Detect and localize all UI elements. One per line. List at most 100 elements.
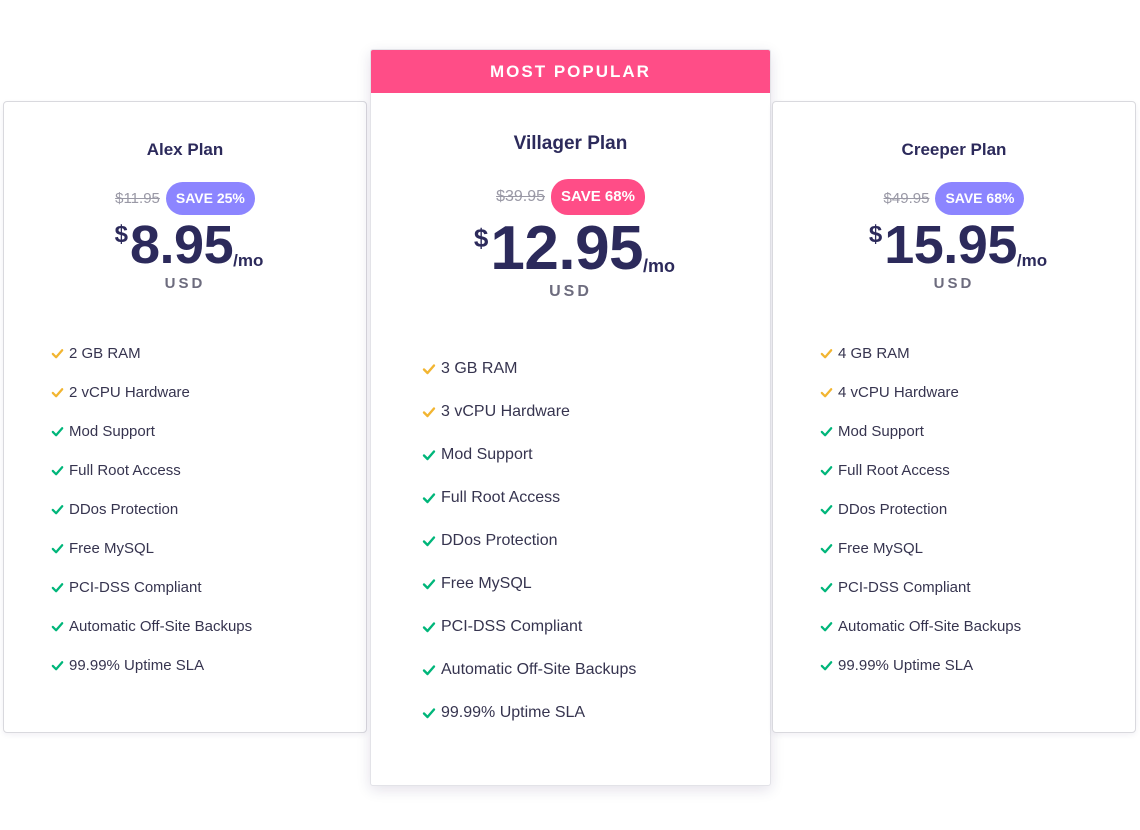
discount-row: $11.95 SAVE 25% (4, 182, 366, 215)
feature-item: DDos Protection (819, 490, 1135, 529)
feature-item: Full Root Access (819, 451, 1135, 490)
feature-label: PCI-DSS Compliant (69, 579, 202, 596)
feature-list: 4 GB RAM 4 vCPU Hardware Mod Support Full R… (773, 334, 1135, 685)
feature-label: Mod Support (838, 423, 924, 440)
price-period: /mo (1016, 251, 1048, 270)
price: $ 15.95 /mo (781, 215, 1135, 275)
feature-item: 2 GB RAM (50, 334, 366, 373)
currency-label: USD (164, 275, 206, 292)
feature-item: 2 vCPU Hardware (50, 373, 366, 412)
feature-label: DDos Protection (69, 501, 179, 518)
feature-label: Mod Support (69, 423, 155, 440)
plan-title: Alex Plan (146, 140, 224, 159)
currency-symbol: $ (868, 221, 883, 248)
feature-item: PCI-DSS Compliant (50, 568, 366, 607)
check-green-icon (51, 505, 64, 515)
check-green-icon (820, 622, 833, 632)
check-green-icon (422, 578, 436, 589)
check-green-icon (422, 621, 436, 632)
feature-item: DDos Protection (421, 519, 770, 562)
feature-label: Automatic Off-Site Backups (441, 660, 637, 678)
most-popular-ribbon: MOST POPULAR (371, 50, 770, 93)
save-badge: SAVE 68% (551, 179, 645, 215)
feature-item: 3 GB RAM (421, 347, 770, 390)
feature-item: 4 GB RAM (819, 334, 1135, 373)
check-green-icon (51, 544, 64, 554)
plan-card-villager[interactable]: MOST POPULAR Villager Plan $39.95 SAVE 6… (370, 49, 771, 786)
check-green-icon (820, 661, 833, 671)
feature-label: 4 vCPU Hardware (838, 384, 959, 401)
plan-card-alex[interactable]: Alex Plan $11.95 SAVE 25% $ 8.95 /mo USD… (3, 101, 367, 733)
feature-item: DDos Protection (50, 490, 366, 529)
feature-label: Full Root Access (69, 462, 181, 479)
feature-label: 3 GB RAM (441, 359, 518, 377)
feature-label: Full Root Access (441, 488, 561, 506)
check-green-icon (51, 427, 64, 437)
feature-label: Mod Support (441, 445, 533, 463)
save-badge: SAVE 25% (165, 182, 255, 215)
check-green-icon (820, 505, 833, 515)
feature-label: Automatic Off-Site Backups (838, 618, 1022, 635)
feature-label: Free MySQL (838, 540, 924, 557)
feature-label: DDos Protection (441, 531, 558, 549)
check-green-icon (422, 449, 436, 460)
check-green-icon (820, 427, 833, 437)
feature-label: Full Root Access (838, 462, 950, 479)
check-green-icon (820, 466, 833, 476)
feature-item: Full Root Access (421, 476, 770, 519)
check-green-icon (422, 664, 436, 675)
currency-label: USD (933, 275, 975, 292)
feature-item: Free MySQL (50, 529, 366, 568)
feature-item: 99.99% Uptime SLA (819, 646, 1135, 685)
check-gold-icon (422, 406, 436, 417)
feature-label: Free MySQL (69, 540, 155, 557)
feature-item: 4 vCPU Hardware (819, 373, 1135, 412)
feature-label: 3 vCPU Hardware (441, 402, 570, 420)
plan-card-creeper[interactable]: Creeper Plan $49.95 SAVE 68% $ 15.95 /mo… (772, 101, 1136, 733)
check-gold-icon (51, 349, 64, 359)
check-green-icon (422, 492, 436, 503)
check-gold-icon (820, 349, 833, 359)
check-green-icon (51, 622, 64, 632)
feature-item: Full Root Access (50, 451, 366, 490)
price-period: /mo (233, 251, 264, 270)
check-green-icon (51, 661, 64, 671)
original-price: $11.95 (115, 190, 160, 207)
feature-label: PCI-DSS Compliant (441, 617, 583, 635)
feature-label: DDos Protection (838, 501, 948, 518)
feature-item: PCI-DSS Compliant (819, 568, 1135, 607)
feature-item: PCI-DSS Compliant (421, 605, 770, 648)
feature-item: 3 vCPU Hardware (421, 390, 770, 433)
check-green-icon (820, 583, 833, 593)
feature-label: Automatic Off-Site Backups (69, 618, 253, 635)
price-amount: 15.95 (884, 215, 1017, 275)
plan-title: Creeper Plan (901, 140, 1007, 159)
feature-label: PCI-DSS Compliant (838, 579, 971, 596)
price: $ 12.95 /mo (379, 215, 770, 283)
discount-row: $39.95 SAVE 68% (371, 179, 770, 215)
check-green-icon (51, 466, 64, 476)
currency-symbol: $ (114, 221, 128, 248)
original-price: $49.95 (883, 190, 930, 207)
feature-item: Automatic Off-Site Backups (819, 607, 1135, 646)
price-amount: 8.95 (130, 215, 234, 275)
check-gold-icon (422, 363, 436, 374)
check-gold-icon (51, 388, 64, 398)
feature-item: Mod Support (421, 433, 770, 476)
feature-item: 99.99% Uptime SLA (50, 646, 366, 685)
feature-label: 4 GB RAM (838, 345, 910, 362)
discount-row: $49.95 SAVE 68% (773, 182, 1135, 215)
check-green-icon (820, 544, 833, 554)
check-green-icon (422, 535, 436, 546)
feature-label: Free MySQL (441, 574, 532, 592)
check-green-icon (422, 707, 436, 718)
feature-label: 99.99% Uptime SLA (69, 657, 205, 674)
currency-symbol: $ (473, 223, 489, 253)
feature-label: 2 GB RAM (69, 345, 141, 362)
feature-item: Free MySQL (819, 529, 1135, 568)
feature-item: Free MySQL (421, 562, 770, 605)
check-green-icon (51, 583, 64, 593)
feature-item: Mod Support (819, 412, 1135, 451)
feature-list: 2 GB RAM 2 vCPU Hardware Mod Support Full R… (4, 334, 366, 685)
